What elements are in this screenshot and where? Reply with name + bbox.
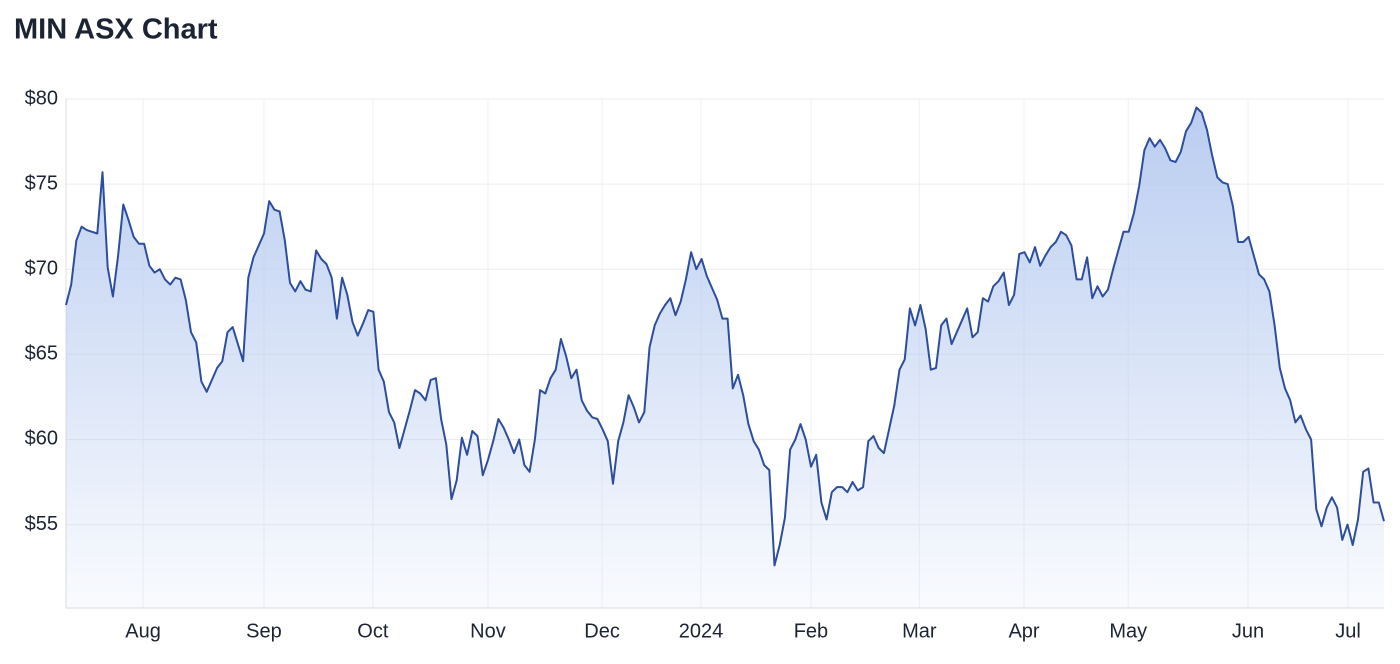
- x-tick-label: 2024: [679, 620, 724, 642]
- x-tick-label: May: [1109, 620, 1147, 642]
- x-tick-label: Mar: [902, 620, 937, 642]
- x-tick-label: Oct: [357, 620, 389, 642]
- x-tick-label: Aug: [125, 620, 161, 642]
- x-tick-label: Sep: [246, 620, 282, 642]
- price-line: [65, 106, 1385, 567]
- x-tick-label: Jun: [1232, 620, 1264, 642]
- y-tick-label: $75: [25, 172, 58, 194]
- x-tick-label: Nov: [470, 620, 506, 642]
- y-tick-label: $55: [25, 513, 58, 535]
- x-tick-label: Dec: [584, 620, 620, 642]
- axis-labels: $55 $60 $65 $70 $75 $80 Aug Sep Oct Nov Dec 2024 Feb…: [25, 87, 1361, 642]
- y-tick-label: $80: [25, 87, 58, 109]
- y-tick-label: $70: [25, 258, 58, 280]
- x-tick-label: Jul: [1335, 620, 1361, 642]
- chart-title: MIN ASX Chart: [14, 14, 218, 46]
- x-tick-label: Apr: [1008, 620, 1039, 642]
- y-tick-label: $65: [25, 343, 58, 365]
- x-tick-label: Feb: [794, 620, 828, 642]
- area-fill: [66, 107, 1384, 608]
- plot: [65, 106, 1385, 608]
- y-tick-label: $60: [25, 428, 58, 450]
